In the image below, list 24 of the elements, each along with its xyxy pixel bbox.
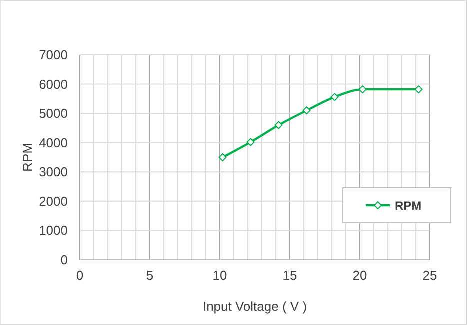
- x-tick-label: 20: [352, 268, 368, 283]
- y-tick-label: 3000: [39, 164, 68, 180]
- x-tick-label: 25: [422, 268, 438, 283]
- x-tick-label: 15: [282, 268, 298, 283]
- point: [218, 154, 227, 162]
- point: [358, 86, 367, 94]
- point: [302, 106, 311, 115]
- y-tick-label: 0: [60, 252, 68, 268]
- x-axis-title: Input Voltage ( V ): [202, 299, 308, 314]
- x-tick-label: 0: [76, 268, 84, 283]
- legend-label: RPM: [395, 199, 422, 213]
- x-tick-label: 10: [212, 268, 228, 283]
- point: [330, 93, 339, 102]
- y-tick-label: 5000: [39, 106, 68, 122]
- y-tick-label: 4000: [39, 135, 68, 150]
- x-tick-label: 5: [146, 268, 154, 283]
- point: [274, 121, 283, 130]
- y-tick-label: 2000: [39, 194, 68, 209]
- y-axis-title: RPM: [20, 143, 35, 172]
- y-tick-label: 6000: [39, 76, 68, 92]
- y-tick-label: 1000: [39, 223, 68, 238]
- y-tick-label: 7000: [39, 48, 68, 62]
- point: [414, 86, 423, 94]
- point: [246, 138, 255, 146]
